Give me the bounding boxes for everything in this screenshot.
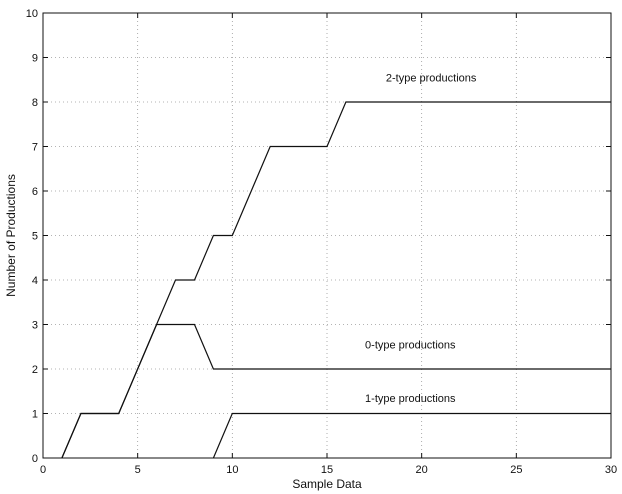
axis-ticks: 0 5 10 15 20 25 30 0 1 2 3 4 5 6 7 8 9 10 (26, 8, 617, 476)
series-line-1 (61, 323, 611, 459)
y-tick-label: 4 (32, 275, 38, 287)
series-line-0 (61, 101, 611, 459)
y-tick-label: 5 (32, 231, 38, 243)
series-annotation-2: 1-type productions (365, 393, 456, 405)
y-tick-label: 1 (32, 409, 38, 421)
x-tick-label: 5 (135, 464, 141, 476)
x-tick-label: 0 (40, 464, 46, 476)
y-tick-label: 6 (32, 186, 38, 198)
y-axis-label: Number of Productions (4, 174, 18, 297)
x-tick-label: 15 (321, 464, 333, 476)
y-tick-label: 9 (32, 53, 38, 65)
y-tick-label: 0 (32, 453, 38, 465)
y-tick-label: 7 (32, 142, 38, 154)
x-tick-label: 25 (510, 464, 522, 476)
series-annotation-0: 2-type productions (386, 73, 477, 85)
y-tick-label: 10 (26, 8, 38, 20)
x-tick-label: 10 (226, 464, 238, 476)
y-tick-label: 3 (32, 320, 38, 332)
x-tick-label: 20 (416, 464, 428, 476)
annotations: 2-type productions 0-type productions 1-ty… (365, 73, 477, 405)
x-tick-label: 30 (605, 464, 617, 476)
series-group (61, 101, 611, 459)
x-axis-label: Sample Data (292, 477, 362, 491)
y-tick-label: 8 (32, 97, 38, 109)
series-annotation-1: 0-type productions (365, 340, 456, 352)
y-tick-label: 2 (32, 364, 38, 376)
series-line-2 (212, 412, 611, 459)
